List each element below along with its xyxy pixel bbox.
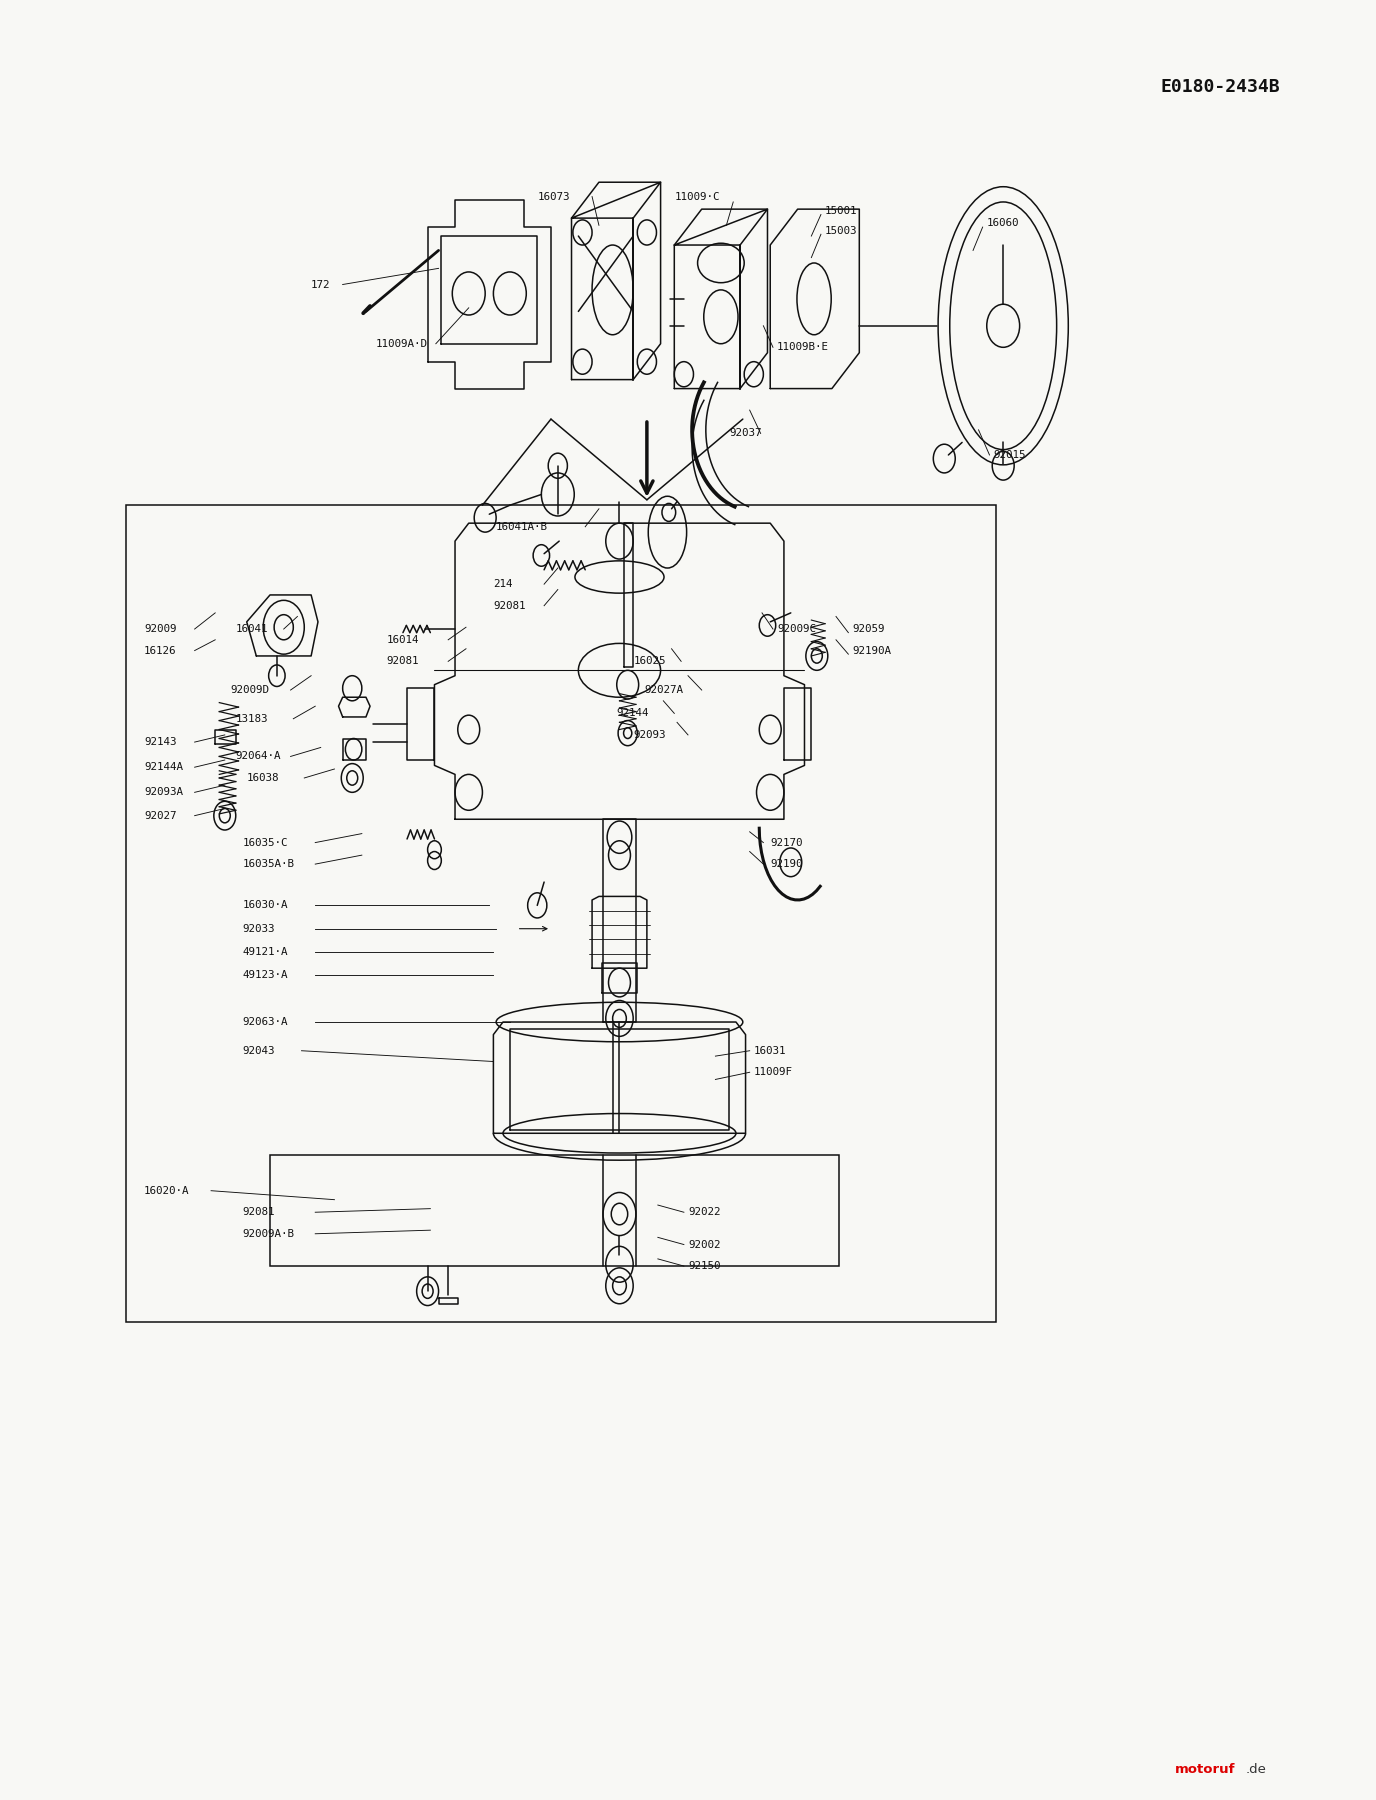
Text: 92190: 92190 [771, 859, 802, 869]
Text: 16126: 16126 [144, 646, 176, 655]
Text: 49121·A: 49121·A [242, 947, 288, 958]
Text: 92190A: 92190A [853, 646, 892, 655]
Text: 92037: 92037 [729, 428, 761, 439]
Text: 13183: 13183 [235, 715, 268, 724]
Text: 16038: 16038 [246, 772, 279, 783]
Text: 11009F: 11009F [754, 1067, 793, 1076]
Text: 15001: 15001 [826, 205, 857, 216]
Text: 92009D: 92009D [230, 686, 270, 695]
Text: 92022: 92022 [688, 1208, 721, 1217]
Text: 16031: 16031 [754, 1046, 786, 1057]
Text: 92143: 92143 [144, 736, 176, 747]
Text: 92027: 92027 [144, 810, 176, 821]
Text: 214: 214 [494, 580, 513, 589]
Text: motoruf: motoruf [1175, 1762, 1236, 1775]
Text: 16025: 16025 [633, 657, 666, 666]
Text: 16073: 16073 [537, 191, 570, 202]
Text: 15003: 15003 [826, 225, 857, 236]
Text: E0180-2434B: E0180-2434B [1161, 77, 1281, 95]
Text: 16014: 16014 [387, 635, 420, 644]
Text: 92150: 92150 [688, 1262, 721, 1271]
Text: 49123·A: 49123·A [242, 970, 288, 981]
Text: 92015: 92015 [993, 450, 1026, 461]
Text: 16020·A: 16020·A [144, 1186, 190, 1195]
Text: 92027A: 92027A [644, 686, 682, 695]
Text: 92093A: 92093A [144, 787, 183, 797]
Text: 92081: 92081 [494, 601, 526, 610]
Text: 92081: 92081 [242, 1208, 275, 1217]
Text: 92043: 92043 [242, 1046, 275, 1057]
Text: 92009A·B: 92009A·B [242, 1229, 294, 1238]
Text: 92009: 92009 [144, 625, 176, 634]
Text: 16035·C: 16035·C [242, 837, 288, 848]
Text: 92081: 92081 [387, 657, 420, 666]
Text: 92144A: 92144A [144, 761, 183, 772]
Text: 92064·A: 92064·A [235, 751, 281, 761]
Text: 16060: 16060 [987, 218, 1020, 229]
Text: 92063·A: 92063·A [242, 1017, 288, 1028]
Text: 92009C: 92009C [777, 625, 816, 634]
Text: 11009A·D: 11009A·D [376, 338, 428, 349]
Text: 92170: 92170 [771, 837, 802, 848]
Bar [270, 1156, 839, 1265]
Text: 92033: 92033 [242, 923, 275, 934]
Text: .de: .de [1245, 1762, 1267, 1775]
Text: 11009·C: 11009·C [674, 191, 720, 202]
Text: 16041: 16041 [235, 625, 268, 634]
Bar [127, 506, 996, 1321]
Text: 11009B·E: 11009B·E [777, 342, 830, 353]
Text: 92093: 92093 [633, 731, 666, 740]
Text: 16035A·B: 16035A·B [242, 859, 294, 869]
Text: 92002: 92002 [688, 1240, 721, 1249]
Text: 172: 172 [311, 279, 330, 290]
Text: 92059: 92059 [853, 625, 885, 634]
Text: 16041A·B: 16041A·B [497, 522, 548, 531]
Text: 16030·A: 16030·A [242, 900, 288, 911]
Text: 92144: 92144 [616, 709, 649, 718]
